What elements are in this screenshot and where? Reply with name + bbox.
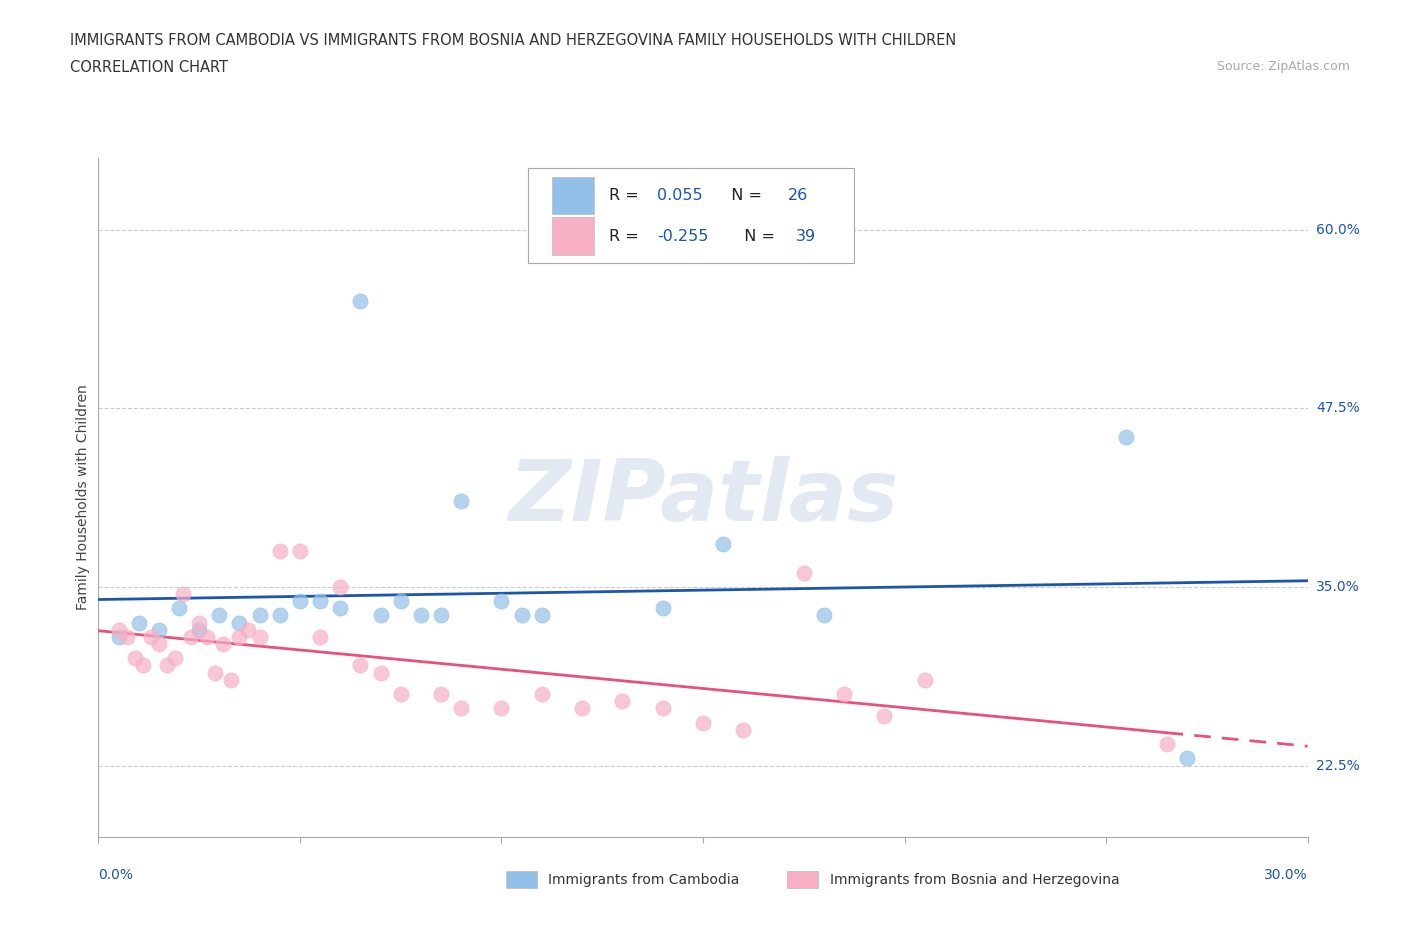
Point: [491, 701, 513, 716]
Point: [530, 686, 553, 701]
Text: Immigrants from Bosnia and Herzegovina: Immigrants from Bosnia and Herzegovina: [830, 872, 1119, 887]
Point: [269, 608, 291, 623]
Text: 30.0%: 30.0%: [1264, 868, 1308, 882]
Point: [204, 665, 226, 680]
Point: [530, 608, 553, 623]
Point: [409, 608, 432, 623]
Point: [651, 701, 673, 716]
Point: [651, 601, 673, 616]
Point: [491, 593, 513, 608]
Text: 26: 26: [787, 188, 808, 203]
Point: [212, 637, 235, 652]
Text: 35.0%: 35.0%: [1316, 580, 1360, 594]
Point: [180, 630, 202, 644]
Point: [309, 630, 332, 644]
Point: [349, 294, 371, 309]
Point: [309, 593, 332, 608]
Point: [349, 658, 371, 673]
Text: Source: ZipAtlas.com: Source: ZipAtlas.com: [1216, 60, 1350, 73]
Point: [430, 686, 453, 701]
Point: [107, 622, 129, 637]
Point: [288, 593, 311, 608]
Point: [571, 701, 593, 716]
Text: N =: N =: [721, 188, 768, 203]
Point: [793, 565, 815, 580]
Point: [139, 630, 162, 644]
FancyBboxPatch shape: [551, 177, 595, 214]
Point: [236, 622, 259, 637]
Text: 0.0%: 0.0%: [98, 868, 134, 882]
Point: [329, 579, 352, 594]
Text: 47.5%: 47.5%: [1316, 401, 1360, 415]
FancyBboxPatch shape: [551, 218, 595, 255]
Point: [188, 615, 211, 630]
Point: [329, 601, 352, 616]
Text: 22.5%: 22.5%: [1316, 759, 1360, 773]
Point: [188, 622, 211, 637]
Y-axis label: Family Households with Children: Family Households with Children: [76, 385, 90, 610]
Point: [389, 686, 412, 701]
Point: [208, 608, 231, 623]
Text: 60.0%: 60.0%: [1316, 222, 1360, 236]
Point: [370, 665, 392, 680]
Point: [172, 587, 194, 602]
Point: [711, 537, 734, 551]
Text: Immigrants from Cambodia: Immigrants from Cambodia: [548, 872, 740, 887]
Point: [389, 593, 412, 608]
Point: [249, 608, 271, 623]
Point: [510, 608, 533, 623]
Point: [370, 608, 392, 623]
Point: [107, 630, 129, 644]
Point: [163, 651, 186, 666]
Point: [914, 672, 936, 687]
Point: [832, 686, 855, 701]
Point: [228, 630, 250, 644]
Text: 0.055: 0.055: [657, 188, 703, 203]
Point: [288, 544, 311, 559]
Point: [450, 701, 472, 716]
Point: [148, 637, 170, 652]
Point: [1156, 737, 1178, 751]
Point: [249, 630, 271, 644]
Point: [1115, 430, 1137, 445]
Point: [228, 615, 250, 630]
Point: [612, 694, 634, 709]
Point: [115, 630, 138, 644]
Text: ZIPatlas: ZIPatlas: [508, 456, 898, 539]
Text: IMMIGRANTS FROM CAMBODIA VS IMMIGRANTS FROM BOSNIA AND HERZEGOVINA FAMILY HOUSEH: IMMIGRANTS FROM CAMBODIA VS IMMIGRANTS F…: [70, 33, 956, 47]
Text: N =: N =: [734, 229, 780, 244]
Point: [156, 658, 179, 673]
Point: [733, 723, 755, 737]
Point: [813, 608, 835, 623]
Point: [167, 601, 190, 616]
Point: [430, 608, 453, 623]
Point: [128, 615, 150, 630]
Text: R =: R =: [609, 229, 644, 244]
Point: [873, 708, 896, 723]
Text: -0.255: -0.255: [657, 229, 709, 244]
Point: [450, 494, 472, 509]
Text: 39: 39: [796, 229, 817, 244]
Point: [195, 630, 218, 644]
Point: [269, 544, 291, 559]
Text: R =: R =: [609, 188, 644, 203]
Point: [1175, 751, 1198, 765]
Point: [124, 651, 146, 666]
Point: [221, 672, 243, 687]
Point: [692, 715, 714, 730]
Point: [148, 622, 170, 637]
FancyBboxPatch shape: [527, 168, 855, 263]
Text: CORRELATION CHART: CORRELATION CHART: [70, 60, 228, 75]
Point: [132, 658, 155, 673]
